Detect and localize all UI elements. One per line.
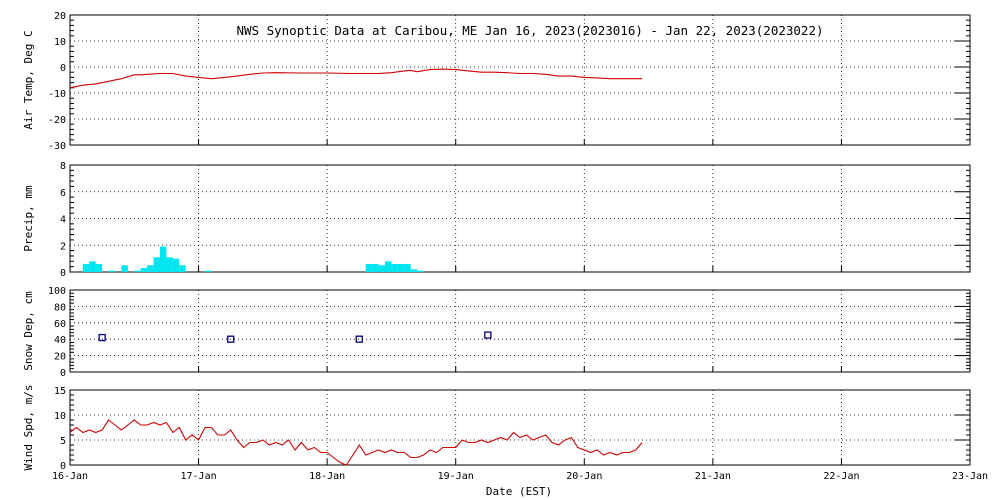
snow-depth-point — [227, 335, 235, 343]
chart-title: NWS Synoptic Data at Caribou, ME Jan 16,… — [237, 23, 824, 38]
precip-bar — [89, 261, 96, 272]
y-tick-label: 8 — [60, 161, 66, 172]
precip-bar — [82, 263, 90, 272]
precip-bar — [147, 265, 154, 272]
y-tick-label: 0 — [60, 63, 66, 74]
y-tick-label: 0 — [60, 268, 66, 279]
y-tick-label: 20 — [54, 11, 66, 22]
y-tick-label: 0 — [60, 368, 66, 379]
panel-precip: 0 2 4 6 8 Precip, mm — [22, 161, 971, 279]
y-tick-label: 0 — [60, 461, 66, 472]
y-tick-label: 10 — [54, 37, 66, 48]
y-tick-label: 2 — [60, 241, 66, 252]
snow-depth-point — [98, 333, 106, 342]
y-tick-label: 10 — [54, 411, 66, 422]
x-tick-label: 17-Jan — [181, 471, 217, 482]
precip-bar — [205, 270, 212, 272]
precip-bar — [121, 265, 128, 272]
precip-bar — [404, 263, 411, 272]
precip-bar — [134, 270, 141, 272]
series-line — [69, 419, 643, 466]
y-tick-label: 100 — [48, 286, 66, 297]
x-axis-label: Date (EST) — [486, 485, 552, 498]
precip-bar — [391, 263, 398, 272]
y-tick-label: -30 — [48, 141, 66, 152]
x-tick-label: 22-Jan — [823, 471, 859, 482]
y-tick-label: 60 — [54, 319, 66, 330]
precip-bar — [417, 270, 424, 272]
precip-bar — [153, 257, 160, 272]
precip-bar — [108, 270, 115, 272]
y-tick-label: 4 — [60, 215, 66, 226]
y-tick-label: 20 — [54, 352, 66, 363]
precip-bar — [166, 257, 173, 272]
y-tick-label: 15 — [54, 386, 66, 397]
precip-bar — [95, 263, 103, 272]
x-tick-label: 23-Jan — [952, 471, 988, 482]
precip-bar — [160, 246, 167, 272]
precip-bar — [378, 265, 385, 272]
panel-frame — [69, 289, 971, 373]
snow-depth-point — [484, 331, 492, 339]
precip-bar — [140, 267, 148, 272]
panel-frame — [69, 14, 971, 146]
x-tick-label: 18-Jan — [309, 471, 345, 482]
x-tick-label: 20-Jan — [566, 471, 602, 482]
y-axis-label: Snow Dep, cm — [22, 291, 35, 371]
precip-bar — [385, 261, 392, 272]
x-tick-label: 19-Jan — [438, 471, 474, 482]
panel-air-temp: -30 -20 -10 0 10 20 Air Temp, Deg C — [22, 11, 971, 152]
y-tick-label: 6 — [60, 188, 66, 199]
precip-bar — [365, 263, 373, 272]
x-tick-label: 16-Jan — [52, 471, 88, 482]
y-axis-label: Air Temp, Deg C — [22, 30, 35, 129]
y-tick-label: 80 — [54, 302, 66, 313]
x-tick-label: 21-Jan — [695, 471, 731, 482]
snow-depth-point — [355, 335, 363, 343]
y-axis-label: Precip, mm — [22, 185, 35, 252]
panel-wind-speed: 0 5 10 15 Wind Spd, m/s — [22, 384, 971, 472]
precip-bar — [172, 258, 180, 272]
y-tick-label: -20 — [48, 115, 66, 126]
y-tick-label: 5 — [60, 436, 66, 447]
y-tick-label: 40 — [54, 335, 66, 346]
precip-bar — [397, 263, 405, 272]
y-tick-label: -10 — [48, 89, 66, 100]
panel-snow-depth: 0 20 40 60 80 100 Snow Dep, cm — [22, 286, 971, 379]
precip-bar — [179, 265, 186, 272]
y-axis-label: Wind Spd, m/s — [22, 384, 35, 470]
panels: -30 -20 -10 0 10 20 Air Temp, Deg C 0 2 4 6 8 Precip… — [22, 11, 988, 482]
precip-bar — [410, 269, 418, 272]
precip-bar — [372, 263, 379, 272]
series-line — [69, 68, 643, 89]
panel-frame — [69, 389, 971, 466]
